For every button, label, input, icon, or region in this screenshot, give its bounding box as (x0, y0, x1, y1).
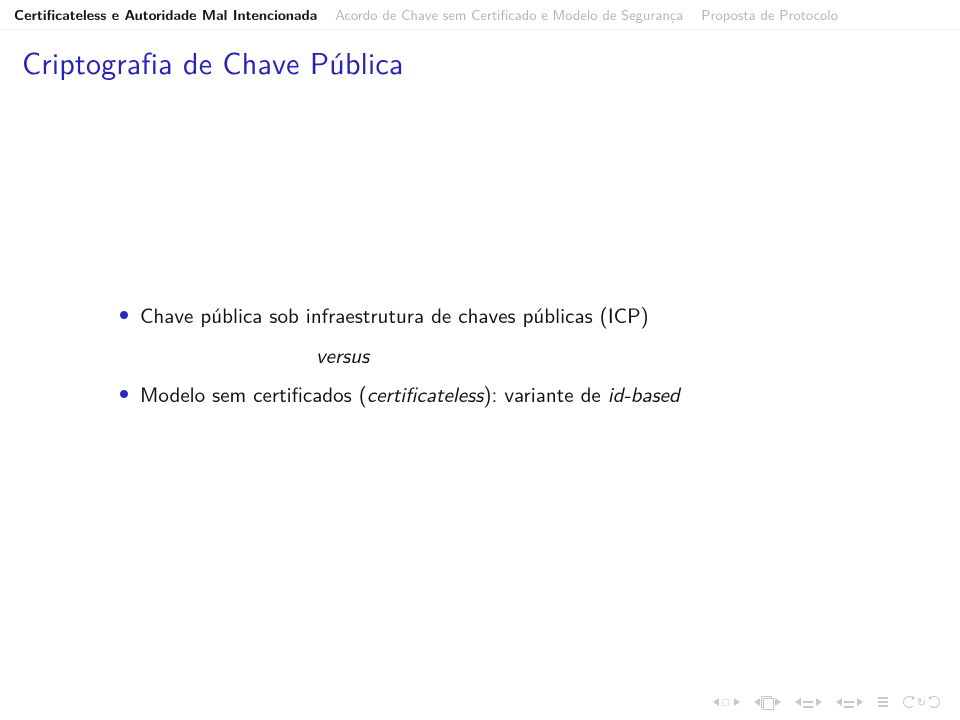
frame-icon (761, 696, 773, 708)
bullet-icon (120, 390, 128, 398)
beamer-nav-footer: □ ↻ (713, 694, 940, 710)
search-icon: ↻ (917, 694, 926, 710)
chevron-right-icon (775, 698, 781, 706)
slide-title: Criptografia de Chave Pública (22, 40, 938, 84)
chevron-right-icon (816, 698, 822, 706)
subsection-icon (802, 696, 814, 708)
nav-mode-icon[interactable] (877, 696, 889, 708)
chevron-left-icon (836, 698, 842, 706)
chevron-left-icon (713, 698, 719, 706)
chevron-right-icon (857, 698, 863, 706)
nav-subsection-prev-next[interactable] (795, 696, 822, 708)
bullet-item: Modelo sem certificados (certificateless… (120, 379, 860, 409)
nav-frame-prev-next[interactable] (754, 696, 781, 708)
chevron-right-icon (734, 698, 740, 706)
bullet-text: Chave pública sob infraestrutura de chav… (140, 300, 860, 330)
bullet-item: Chave pública sob infraestrutura de chav… (120, 300, 860, 330)
bullet-text: Modelo sem certificados (certificateless… (140, 379, 860, 409)
bullet2-term2: id-based (608, 379, 680, 409)
slide-body: Chave pública sob infraestrutura de chav… (120, 300, 860, 419)
section-icon (843, 696, 855, 708)
slide-icon: □ (720, 696, 732, 708)
bullet-icon (120, 311, 128, 319)
nav-back-forward[interactable]: ↻ (903, 694, 940, 710)
versus-label: versus (316, 340, 860, 370)
chevron-left-icon (795, 698, 801, 706)
go-forward-icon (928, 696, 940, 708)
nav-item-3[interactable]: Proposta de Protocolo (701, 6, 838, 25)
go-back-icon (903, 696, 915, 708)
bullet2-pre: Modelo sem certificados ( (140, 379, 367, 409)
nav-section-prev-next[interactable] (836, 696, 863, 708)
chevron-left-icon (754, 698, 760, 706)
section-nav: Certificateless e Autoridade Mal Intenci… (0, 0, 960, 30)
nav-item-2[interactable]: Acordo de Chave sem Certificado e Modelo… (335, 6, 683, 25)
nav-slide-prev-next[interactable]: □ (713, 696, 740, 708)
bullet2-mid: ): variante de (483, 379, 607, 409)
nav-item-1[interactable]: Certificateless e Autoridade Mal Intenci… (14, 6, 317, 25)
presentation-mode-icon (877, 696, 889, 708)
bullet2-term1: certificateless (367, 379, 483, 409)
